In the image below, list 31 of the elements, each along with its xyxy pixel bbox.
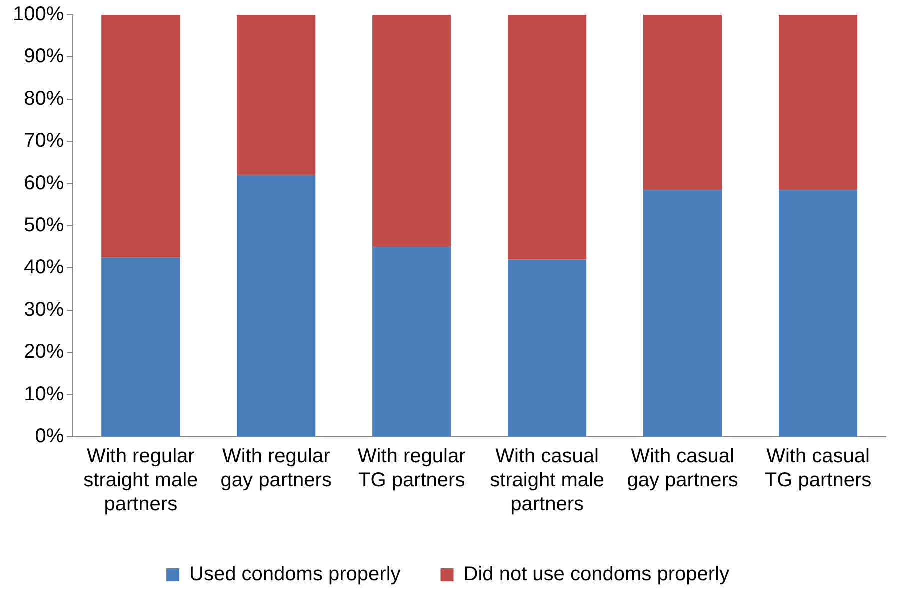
y-tick-label: 50% [24,214,64,237]
bar [237,175,316,436]
y-tick-label: 70% [24,130,64,152]
legend-label: Did not use condoms properly [464,564,730,586]
y-tick-label: 100% [12,4,64,26]
bar [644,15,722,190]
bar [508,15,587,260]
y-tick-label: 30% [24,298,64,321]
x-tick-label: With casual TG partners [764,446,872,492]
bar [102,258,180,436]
y-tick-label: 20% [24,341,64,364]
y-tick-label: 10% [24,383,64,406]
bar [372,247,452,436]
x-tick-label: With regular straight male partners [84,446,198,516]
bar [372,15,452,248]
bar [508,260,587,436]
y-tick-label: 80% [24,88,64,110]
legend-label: Used condoms properly [190,564,401,586]
x-tick-label: With casual gay partners [627,446,738,492]
bar [778,15,858,190]
x-tick-label: With regular gay partners [220,446,332,492]
bar [778,190,858,436]
x-tick-label: With regular TG partners [358,446,466,492]
bar [237,15,316,176]
y-tick-label: 0% [35,426,64,448]
x-tick-label: With casual straight male partners [490,446,605,516]
bar [102,15,180,258]
y-tick-label: 60% [24,172,64,194]
bar [644,190,722,436]
y-tick-label: 90% [24,46,64,68]
y-tick-label: 40% [24,256,64,279]
